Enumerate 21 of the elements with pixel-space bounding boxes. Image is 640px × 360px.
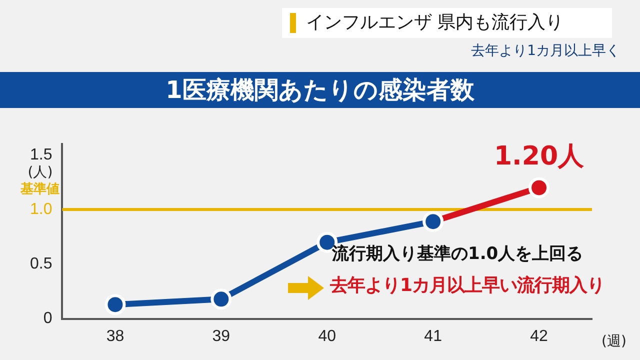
chart-title: 1医療機関あたりの感染者数 xyxy=(0,72,640,108)
point xyxy=(210,288,232,310)
point xyxy=(528,177,550,198)
x-tick-label: 42 xyxy=(530,328,548,345)
x-tick-label: 41 xyxy=(424,328,442,345)
chart-subtitle: インフルエンザ 県内も流行入り xyxy=(306,12,564,33)
x-tick-label: 40 xyxy=(318,328,336,345)
point xyxy=(104,294,126,316)
y-axis-title: (人) xyxy=(28,164,53,181)
y-tick-label: 1.0 xyxy=(30,200,52,218)
x-tick-label: 39 xyxy=(212,328,230,345)
y-tick-label: 1.5 xyxy=(30,146,52,164)
annotation: 去年より1カ月以上早い流行期入り xyxy=(330,274,605,297)
x-axis-title: (週) xyxy=(602,334,626,350)
text: 去年より1カ月以上早く xyxy=(471,42,620,60)
y-tick-label: 0.5 xyxy=(30,256,52,273)
ref-line-label: 基準値 xyxy=(20,182,60,197)
y-tick-label: 0 xyxy=(43,310,52,328)
data-label: 1.20人 xyxy=(494,141,586,172)
x-tick-label: 38 xyxy=(106,328,124,345)
annotation: 流行期入り基準の1.0人を上回る xyxy=(332,243,584,265)
